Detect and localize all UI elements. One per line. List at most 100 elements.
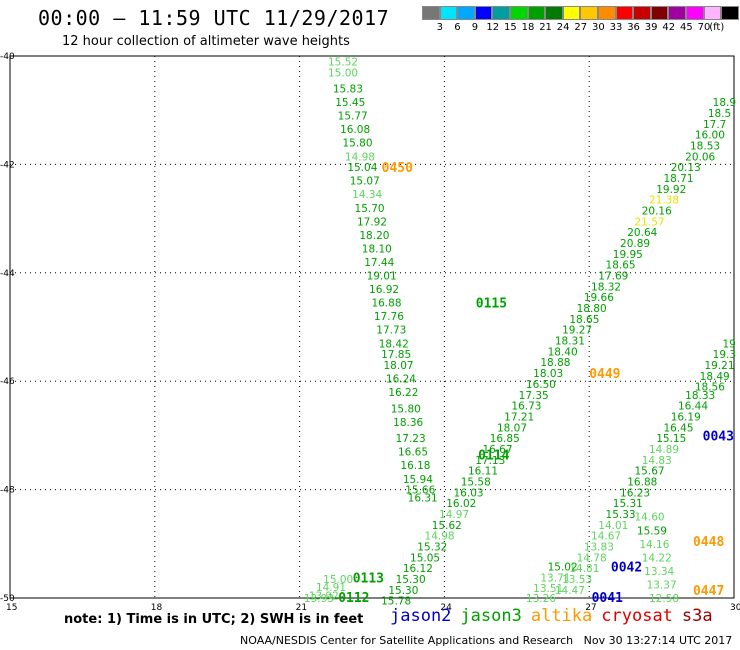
swh-value: 15.80 [342,138,372,150]
swh-value: 18.32 [591,281,621,293]
swh-value: 18.33 [685,390,715,402]
swh-value: 15.80 [391,403,421,415]
swh-value: 20.06 [685,151,715,163]
pass-label: 0041 [592,591,623,606]
legend-label: 36 [627,22,640,33]
swh-value: 18.88 [540,357,570,369]
pass-label: 0043 [703,429,734,444]
swh-value: 15.70 [355,203,385,215]
swh-value: 18.80 [577,303,607,315]
swh-value: 19 [722,338,735,350]
pass-label: 0115 [476,297,507,312]
satellite-altika: altika [530,606,593,626]
swh-value: 16.19 [671,411,701,423]
swh-value: 15.45 [335,97,365,109]
swh-value: 15.33 [606,509,636,521]
swh-value: 15.94 [403,474,433,486]
swh-value: 17.21 [504,411,534,423]
swh-value: 16.23 [620,487,650,499]
footer-note: note: 1) Time is in UTC; 2) SWH is in fe… [64,612,364,627]
swh-value: 14.89 [649,444,679,456]
legend-color-bar [422,6,739,20]
legend-swatch [668,6,686,20]
wave-height-map: 15 18 21 24 27 30 -40 -42 -44 -46 -48 -50 15.52 15.00… [0,52,740,613]
swh-value: 14.01 [598,520,628,532]
swh-value: 16.88 [371,298,401,310]
swh-value: 16.24 [386,373,416,385]
swh-value: 17.69 [598,271,628,283]
swh-value: 20.64 [627,227,657,239]
legend-label: 42 [662,22,676,33]
pass-label: 0112 [338,591,369,606]
lon-tick-label: 18 [151,603,163,613]
pass-label: 0448 [693,535,724,550]
swh-value: 15.00 [323,574,353,586]
swh-value: 18.20 [359,230,389,242]
swh-value: 15.30 [396,574,426,586]
swh-value: 16.67 [482,444,512,456]
legend-swatch [703,6,722,20]
legend-swatch [615,6,634,20]
swh-value: 14.78 [577,552,607,564]
legend-label: 30 [592,22,605,33]
map-subtitle: 12 hour collection of altimeter wave hei… [62,34,350,49]
legend-swatch [492,6,510,20]
lon-tick-label: 15 [6,603,17,613]
legend-swatch [721,6,739,20]
swh-value: 18.65 [606,260,636,272]
swh-value: 19.27 [562,325,592,337]
swh-value: 16.85 [490,433,520,445]
swh-value: 18.42 [379,338,409,350]
swh-value: 13.71 [540,572,570,584]
swh-value: 21.57 [635,216,665,228]
swh-value: 15.05 [410,552,440,564]
lat-tick-label: -42 [0,160,15,170]
swh-value: 20.16 [642,205,672,217]
swh-value: 13.26 [526,593,556,605]
swh-value: 21.38 [649,195,679,207]
swh-value: 15.77 [338,111,368,123]
lat-tick-label: -46 [0,377,15,387]
swh-value: 13.83 [584,542,614,554]
swh-value: 14.16 [639,539,669,551]
swh-value: 16.50 [526,379,556,391]
legend-label: 9 [471,22,479,33]
swh-value: 16.73 [511,401,541,413]
lat-tick-label: -40 [0,52,15,62]
legend-swatch [633,6,651,20]
legend-label: 39 [644,22,658,33]
swh-value: 14.81 [569,563,599,575]
swh-value: 15.52 [328,56,358,68]
legend-swatch [685,6,704,20]
swh-value: 13.51 [533,583,563,595]
swh-value: 14.60 [635,512,665,524]
swh-value: 16.65 [398,447,428,459]
swh-value: 19.01 [367,271,397,283]
swh-value: 17.35 [519,390,549,402]
swh-value: 15.07 [350,176,380,188]
legend-labels: 3 6 9 12 15 18 21 24 27 30 33 36 39 42 45 70 (ft) [422,20,739,34]
swh-value: 14.97 [439,509,469,521]
legend-label: 45 [680,22,693,33]
swh-value: 19.92 [656,184,686,196]
legend-label: 33 [609,22,623,33]
swh-value: 15.04 [347,162,377,174]
swh-value: 12.58 [649,593,679,605]
lat-tick-label: -50 [0,594,15,604]
swh-value: 13.34 [644,566,674,578]
lon-tick-label: 27 [585,603,596,613]
legend-label: 21 [539,22,552,33]
legend-swatch [509,6,528,20]
legend-swatch [650,6,669,20]
swh-value: 16.02 [446,498,476,510]
swh-value: 14.98 [345,151,375,163]
swh-value: 13.53 [562,574,592,586]
swh-value: 19.95 [613,249,643,261]
swh-value: 16.12 [403,563,433,575]
legend-label: 3 [436,22,443,33]
legend-swatch [580,6,598,20]
swh-value: 16.00 [695,130,725,142]
legend-swatch [457,6,475,20]
swh-value: 18.9 [713,97,736,109]
legend-swatch [422,6,440,20]
